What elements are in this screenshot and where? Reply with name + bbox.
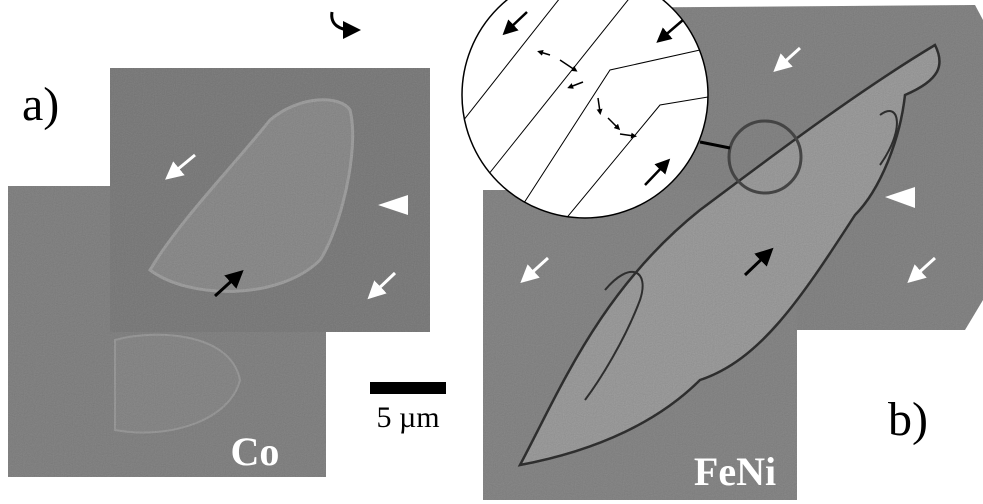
sample-label: Co	[231, 429, 280, 474]
sample-label: FeNi	[694, 449, 776, 494]
scale-label: 5 µm	[376, 401, 439, 434]
feni-image	[483, 5, 983, 500]
co-arrows	[165, 153, 408, 300]
co-image	[8, 68, 430, 477]
feni-arrows	[520, 46, 937, 284]
panel-label: b)	[888, 393, 928, 446]
zoom-region	[727, 119, 803, 195]
scale-bar	[370, 382, 446, 394]
panel-label: a)	[22, 78, 59, 131]
zoom-connector	[699, 140, 731, 150]
curved-arrow	[330, 11, 361, 39]
